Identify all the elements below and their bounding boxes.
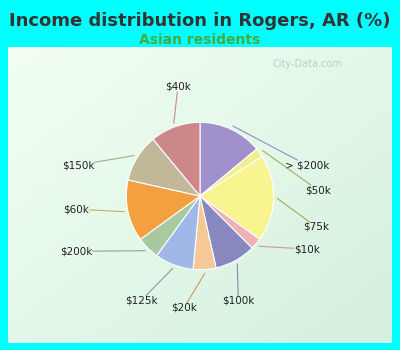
- Wedge shape: [200, 156, 274, 239]
- Text: City-Data.com: City-Data.com: [273, 59, 342, 69]
- Wedge shape: [126, 180, 200, 239]
- Text: $10k: $10k: [259, 244, 320, 254]
- Text: $40k: $40k: [165, 82, 191, 123]
- Wedge shape: [200, 196, 260, 248]
- Text: $150k: $150k: [62, 156, 134, 170]
- Wedge shape: [193, 196, 216, 270]
- Text: > $200k: > $200k: [233, 126, 329, 170]
- Text: Asian residents: Asian residents: [139, 33, 261, 47]
- Text: Income distribution in Rogers, AR (%): Income distribution in Rogers, AR (%): [9, 12, 391, 30]
- Text: $125k: $125k: [125, 268, 173, 306]
- Wedge shape: [128, 139, 200, 196]
- Text: $75k: $75k: [277, 198, 330, 232]
- Wedge shape: [153, 122, 200, 196]
- Text: $60k: $60k: [63, 204, 124, 214]
- Wedge shape: [140, 196, 200, 256]
- Wedge shape: [200, 149, 262, 196]
- Text: $100k: $100k: [222, 264, 254, 306]
- Wedge shape: [200, 122, 257, 196]
- Wedge shape: [200, 196, 252, 268]
- Text: $20k: $20k: [171, 273, 205, 313]
- Text: $200k: $200k: [60, 246, 145, 256]
- Text: $50k: $50k: [262, 150, 331, 195]
- Wedge shape: [157, 196, 200, 270]
